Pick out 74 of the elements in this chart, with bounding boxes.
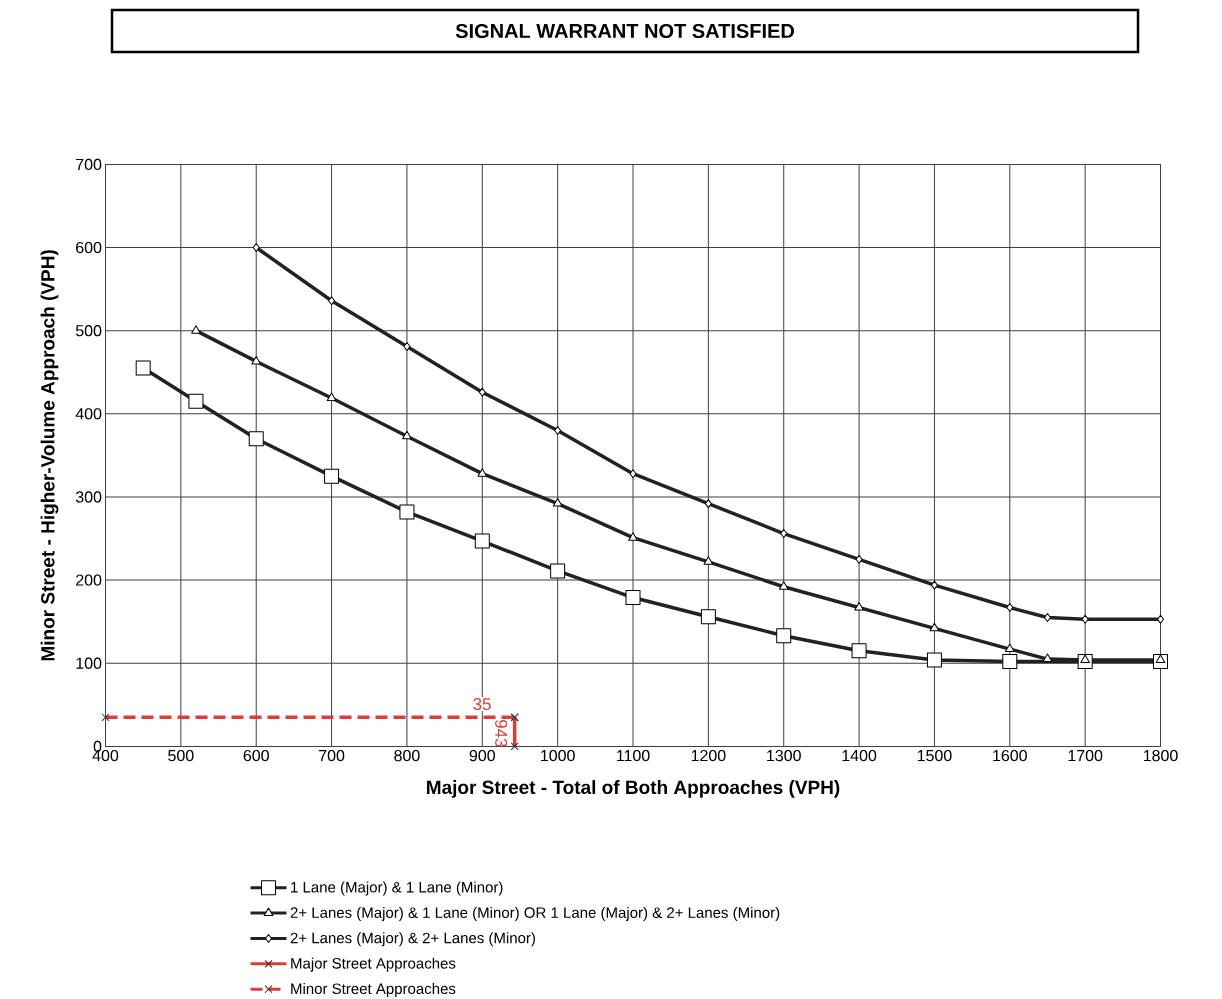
point: [1004, 643, 1015, 652]
point: [554, 425, 562, 435]
point: [1043, 612, 1051, 622]
point: [399, 504, 415, 520]
annotation: 35: [473, 697, 491, 710]
point: [328, 296, 336, 306]
point: [1006, 602, 1014, 612]
y-tick-label: 400: [75, 407, 102, 420]
x-tick-label: 1100: [617, 749, 650, 762]
point: [855, 554, 863, 564]
x-tick-label: 800: [394, 749, 420, 762]
y-tick-label: 500: [75, 324, 102, 337]
point: [780, 528, 788, 538]
x-tick-label: 1500: [917, 749, 952, 762]
y-axis-title: Minor Street - Higher-Volume Approach (VPH): [40, 249, 59, 661]
point: [929, 622, 940, 632]
x-tick-label: 1400: [842, 749, 877, 762]
point: [778, 581, 789, 590]
point: [251, 355, 262, 365]
point: [478, 387, 486, 397]
legend-label: 2+ Lanes (Major) & 1 Lane (Minor) OR 1 Lane (Major) & 2+ Lanes (Minor): [290, 906, 780, 921]
y-tick-label: 100: [76, 657, 102, 669]
point: [326, 392, 337, 401]
x-tick-label: 1000: [541, 749, 575, 762]
point: [1002, 653, 1018, 669]
point: [926, 652, 942, 668]
x-tick-label: 700: [319, 749, 345, 762]
point: [477, 468, 488, 477]
x-tick-label: 600: [243, 749, 269, 762]
point: [474, 533, 490, 549]
point: [252, 242, 260, 252]
point: [550, 563, 566, 579]
point: [703, 556, 714, 565]
legend-label: Major Street Approaches: [291, 957, 456, 972]
x-tick-label: 1700: [1068, 749, 1103, 762]
point: [403, 341, 411, 351]
point: [248, 431, 264, 447]
point: [854, 601, 864, 611]
point: [324, 468, 340, 484]
annotation: 943: [495, 719, 508, 747]
x-tick-label: 900: [469, 749, 495, 762]
y-tick-label: 200: [76, 574, 102, 586]
x-tick-label: 1600: [993, 749, 1027, 762]
legend-label: 2+ Lanes (Major) & 2+ Lanes (Minor): [290, 932, 535, 947]
x-tick-label: 1800: [1143, 749, 1178, 762]
point: [135, 360, 151, 376]
x-axis-title: Major Street - Total of Both Approaches (VPH): [427, 779, 840, 798]
point: [191, 324, 201, 334]
point: [776, 628, 792, 644]
legend-label: 1 Lane (Major) & 1 Lane (Minor): [291, 881, 503, 896]
point: [1042, 653, 1053, 662]
legend-label: Minor Street Approaches: [291, 982, 456, 997]
point: [700, 609, 716, 624]
x-tick-label: 1200: [691, 749, 726, 762]
point: [402, 430, 412, 440]
y-tick-label: 300: [75, 491, 102, 503]
chart-title: SIGNAL WARRANT NOT SATISFIED: [455, 23, 794, 38]
point: [552, 497, 563, 507]
point: [930, 580, 938, 590]
point: [628, 532, 638, 541]
y-tick-label: 700: [76, 158, 102, 170]
point: [1157, 614, 1165, 624]
point: [1080, 654, 1090, 663]
point: [188, 393, 204, 409]
x-tick-label: 500: [168, 749, 194, 762]
x-tick-label: 400: [92, 749, 119, 762]
point: [704, 498, 712, 508]
point: [1155, 654, 1166, 663]
y-tick-label: 600: [76, 241, 102, 254]
point: [629, 469, 637, 478]
point: [851, 643, 867, 659]
point: [1081, 614, 1089, 624]
point: [625, 589, 641, 605]
x-tick-label: 1300: [767, 749, 801, 762]
